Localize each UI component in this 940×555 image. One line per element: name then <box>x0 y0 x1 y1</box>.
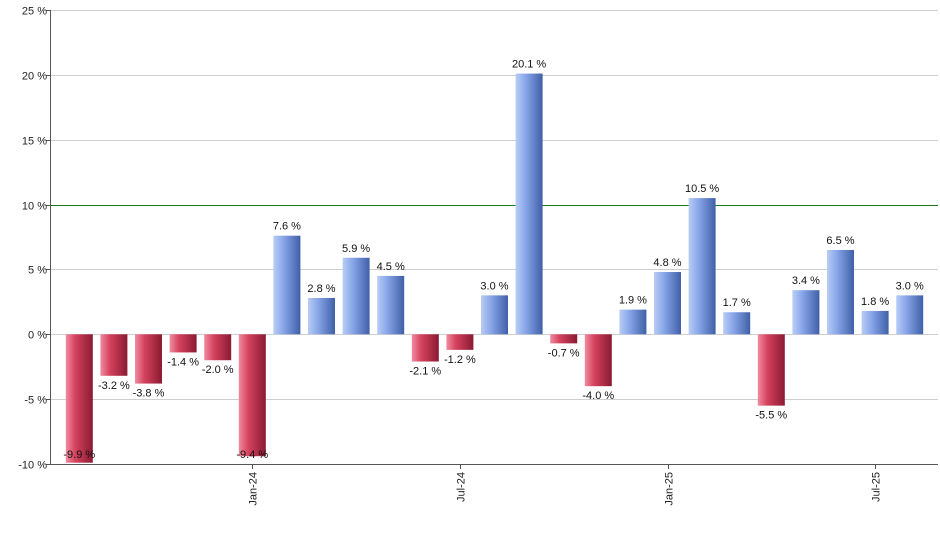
bar <box>342 257 370 335</box>
grid-lines <box>50 10 938 465</box>
data-label: 1.9 % <box>619 295 647 307</box>
x-tick-label: Jul-24 <box>456 472 468 502</box>
bar <box>100 334 128 376</box>
bar <box>550 334 578 344</box>
x-tick-label: Jan-25 <box>664 472 676 506</box>
bar <box>654 272 681 335</box>
bar <box>792 290 820 335</box>
data-label: -4.0 % <box>582 390 614 402</box>
data-label: -2.1 % <box>409 366 441 378</box>
data-label: -3.8 % <box>133 388 165 400</box>
y-tick-label: -10 % <box>18 460 47 472</box>
data-label: 2.8 % <box>307 283 335 295</box>
data-label: -5.5 % <box>755 410 787 422</box>
data-label: 4.5 % <box>377 261 405 273</box>
data-label: -2.0 % <box>202 364 234 376</box>
bar <box>515 73 543 335</box>
data-labels: -9.9 % -3.2 %-3.8 % -1.4 %-2.0 % -9.4 % 7.6 … <box>63 59 924 461</box>
bar <box>757 334 785 406</box>
data-label: -1.2 % <box>444 354 476 366</box>
data-label: 5.9 % <box>342 243 370 255</box>
data-label: 1.8 % <box>861 296 889 308</box>
data-label: 3.0 % <box>896 280 924 292</box>
bar <box>619 309 647 335</box>
bar <box>273 235 301 335</box>
data-label: 6.5 % <box>826 235 854 247</box>
data-label: 10.5 % <box>685 183 719 195</box>
bar <box>169 334 197 353</box>
y-tick-label: -5 % <box>24 395 47 407</box>
bar <box>308 297 335 335</box>
data-label: 3.0 % <box>480 280 508 292</box>
bar <box>204 334 232 361</box>
bar <box>481 295 508 335</box>
y-tick-label: 15 % <box>22 136 47 148</box>
data-label: 1.7 % <box>723 297 751 309</box>
y-tick-label: 5 % <box>28 265 47 277</box>
y-tick-label: 20 % <box>22 71 47 83</box>
bar <box>688 198 716 335</box>
data-label: -9.9 % <box>63 449 95 461</box>
data-label: -3.2 % <box>98 380 130 392</box>
bar <box>411 334 439 362</box>
bar <box>584 334 612 387</box>
data-label: 7.6 % <box>273 221 301 233</box>
data-label: -1.4 % <box>167 356 199 368</box>
x-tick-label: Jul-25 <box>871 472 883 502</box>
bars <box>65 73 924 463</box>
bar <box>238 334 266 457</box>
bar <box>135 334 162 384</box>
data-label: 4.8 % <box>653 257 681 269</box>
x-tick-label: Jan-24 <box>248 472 260 506</box>
bar <box>861 310 889 335</box>
y-tick-label: 0 % <box>28 330 47 342</box>
bar <box>723 312 751 335</box>
bar <box>827 249 854 335</box>
bar <box>896 295 924 335</box>
data-label: 20.1 % <box>512 59 546 71</box>
data-label: 3.4 % <box>792 275 820 287</box>
y-tick-label: 10 % <box>22 201 47 213</box>
data-label: -9.4 % <box>236 449 268 461</box>
axes: -10 % -5 % 0 % 5 % 10 % 15 % 20 % 25 % Jan-24 Jul… <box>18 6 938 506</box>
bar <box>65 334 93 463</box>
y-tick-label: 25 % <box>22 6 47 18</box>
bar <box>377 275 405 335</box>
bar <box>446 334 474 350</box>
data-label: -0.7 % <box>548 347 580 359</box>
